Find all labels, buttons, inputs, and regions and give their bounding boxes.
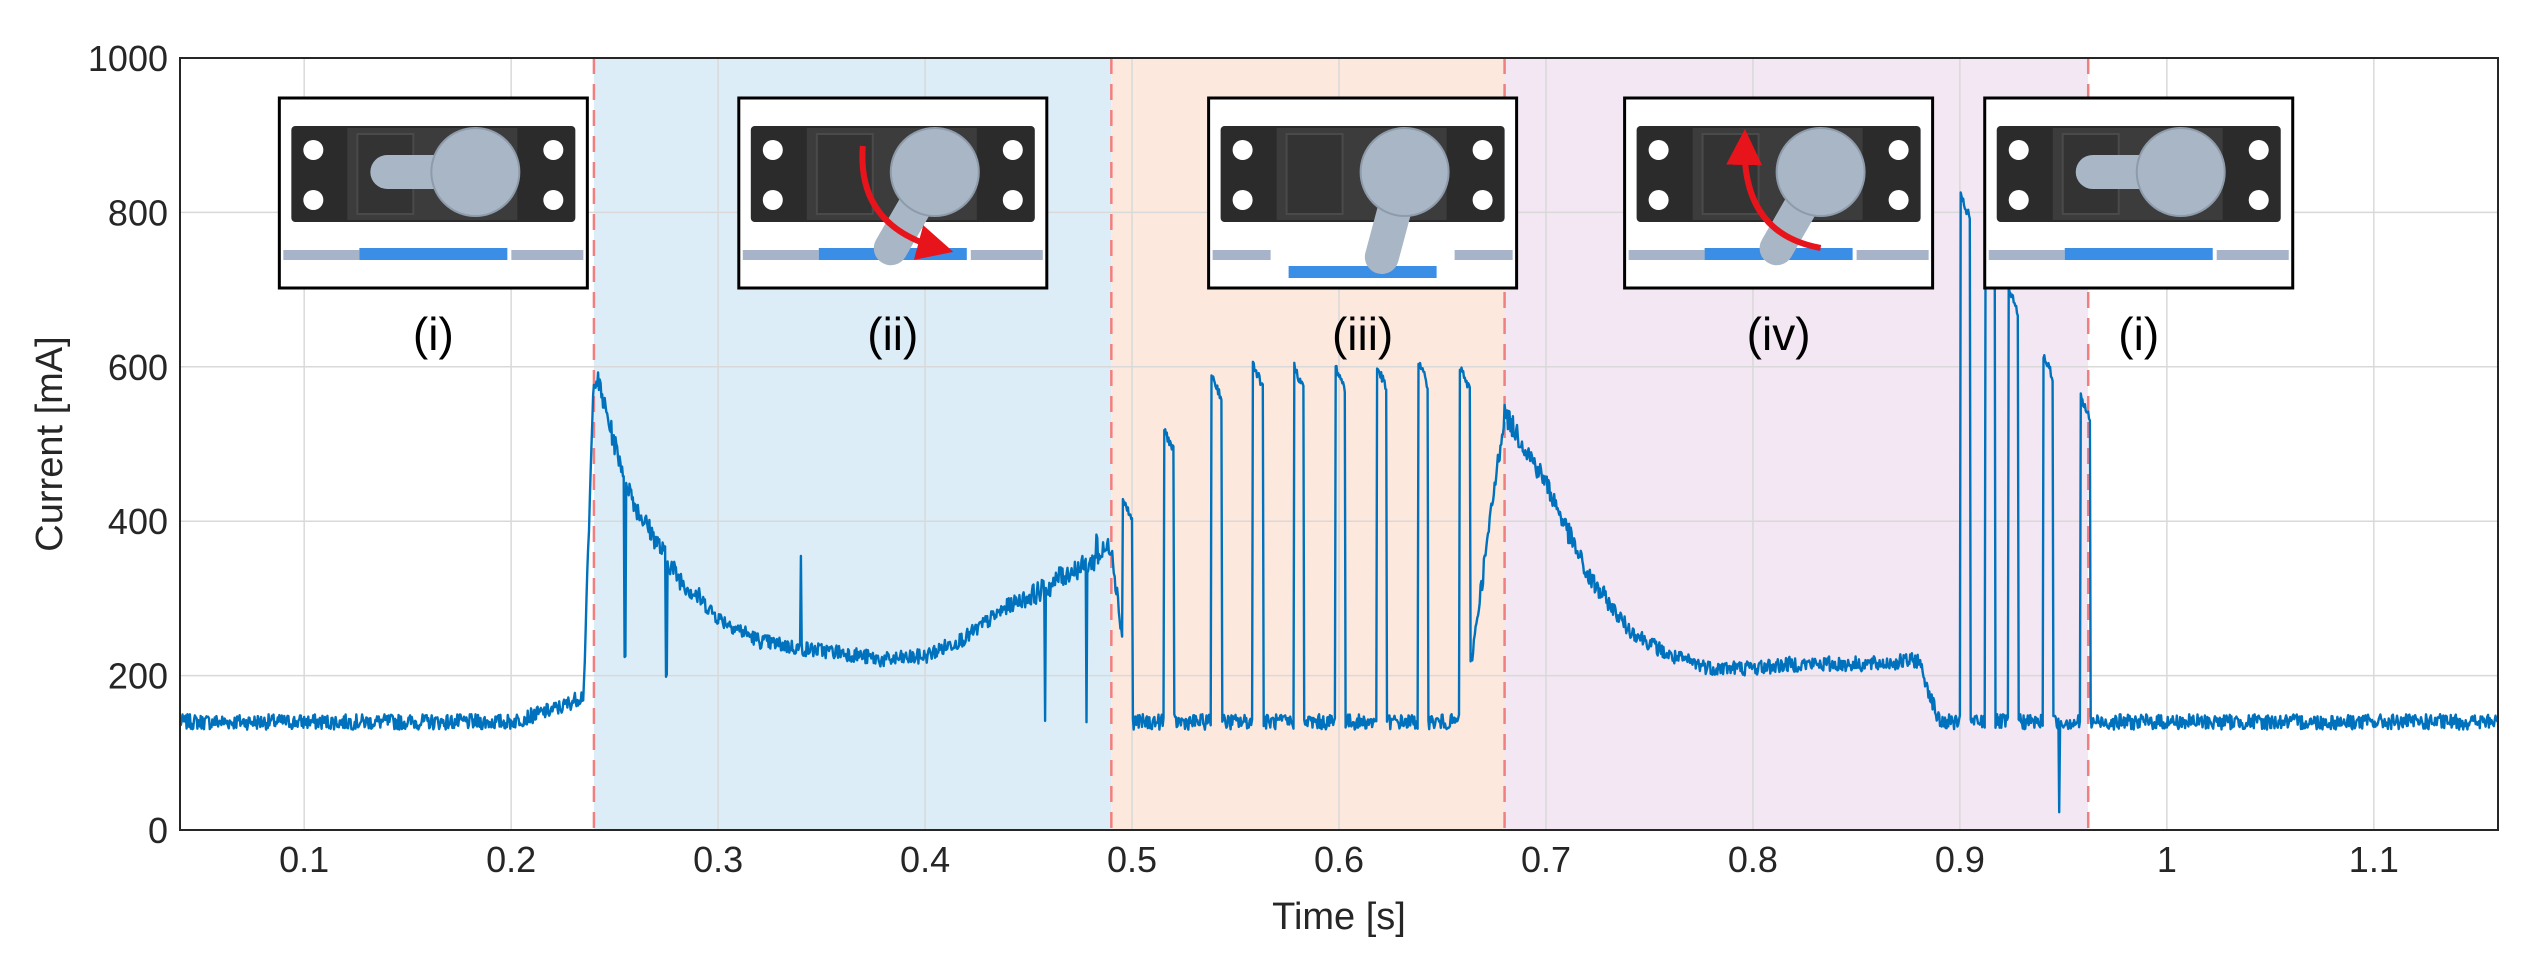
sensor-strip-right [511,250,584,260]
servo-panel [1285,133,1344,215]
mount-hole-icon [762,190,783,210]
mount-hole-icon [2248,190,2269,210]
servo-inset-4 [1623,96,1935,290]
tick-labels: 0.1 0.2 0.3 0.4 0.5 0.6 0.7 0.8 0.9 1 1.1 0 200 400 60… [88,38,2399,880]
x-tick-label-8: 0.8 [1728,839,1778,880]
mount-hole-icon [1002,140,1023,160]
sensor-strip-left [1988,250,2065,260]
x-tick-label-5: 0.5 [1107,839,1157,880]
mount-hole-icon [303,140,324,160]
y-tick-label-1: 0 [148,810,168,851]
servo-horn-hub [889,127,980,217]
servo-horn-hub [1359,127,1450,217]
sensor-strip-left [1212,250,1271,260]
mount-hole-icon [1472,190,1493,210]
phase-label-4: (iv) [1747,308,1811,360]
servo-panel [1701,133,1760,215]
mount-hole-icon [1472,140,1493,160]
mount-hole-icon [543,140,564,160]
phase-label-3: (iii) [1332,308,1393,360]
sensor-strip-center [2064,248,2213,260]
sensor-strip-center [359,248,508,260]
x-tick-label-4: 0.4 [900,839,950,880]
mount-hole-icon [1888,190,1909,210]
mount-hole-icon [1648,140,1669,160]
servo-horn-hub [2135,127,2226,217]
x-tick-label-9: 0.9 [1935,839,1985,880]
sensor-strip-right [1856,250,1929,260]
phase-label-5: (i) [2118,308,2159,360]
sensor-strip-right [1454,250,1513,260]
y-tick-label-6: 1000 [88,38,168,79]
mount-hole-icon [1648,190,1669,210]
mount-hole-icon [1232,190,1253,210]
mount-hole-icon [1002,190,1023,210]
rotation-arrow-clockwise-icon [859,145,954,260]
mount-hole-icon [2248,140,2269,160]
sensor-strip-right [2216,250,2289,260]
sensor-strip-right [970,250,1043,260]
series [180,191,2498,814]
x-tick-label-6: 0.6 [1314,839,1364,880]
mount-hole-icon [1232,140,1253,160]
plot-frame [179,57,2499,831]
y-tick-label-3: 400 [108,501,168,542]
x-tick-label-7: 0.7 [1521,839,1571,880]
x-tick-label-11: 1.1 [2349,839,2399,880]
servo-horn-hub [1775,127,1866,217]
mount-hole-icon [762,140,783,160]
x-axis-title: Time [s] [1272,896,1406,938]
y-tick-label-2: 200 [108,656,168,697]
mount-hole-icon [543,190,564,210]
phase-label-2: (ii) [867,308,918,360]
servo-insets [277,96,2295,290]
sensor-strip-left [742,250,819,260]
servo-inset-3 [1207,96,1519,290]
x-tick-label-2: 0.2 [486,839,536,880]
series-line-current [180,191,2498,814]
mount-hole-icon [2008,190,2029,210]
sensor-strip-left [283,250,360,260]
phase-label-1: (i) [413,308,454,360]
x-tick-label-1: 0.1 [279,839,329,880]
y-tick-label-5: 800 [108,192,168,233]
x-tick-label-10: 1 [2157,839,2177,880]
y-axis-title: Current [mA] [29,336,71,551]
servo-horn-hub [430,127,521,217]
mount-hole-icon [1888,140,1909,160]
mount-hole-icon [2008,140,2029,160]
servo-inset-2 [737,96,1049,290]
servo-inset-1 [277,96,589,290]
x-tick-label-3: 0.3 [693,839,743,880]
sensor-strip-center [1288,266,1437,278]
mount-hole-icon [303,190,324,210]
y-tick-label-4: 600 [108,347,168,388]
servo-inset-5 [1983,96,2295,290]
rotation-arrow-counterclockwise-icon [1726,129,1822,251]
phase-labels: (i) (ii) (iii) (iv) (i) [413,308,2159,360]
sensor-strip-left [1628,250,1705,260]
